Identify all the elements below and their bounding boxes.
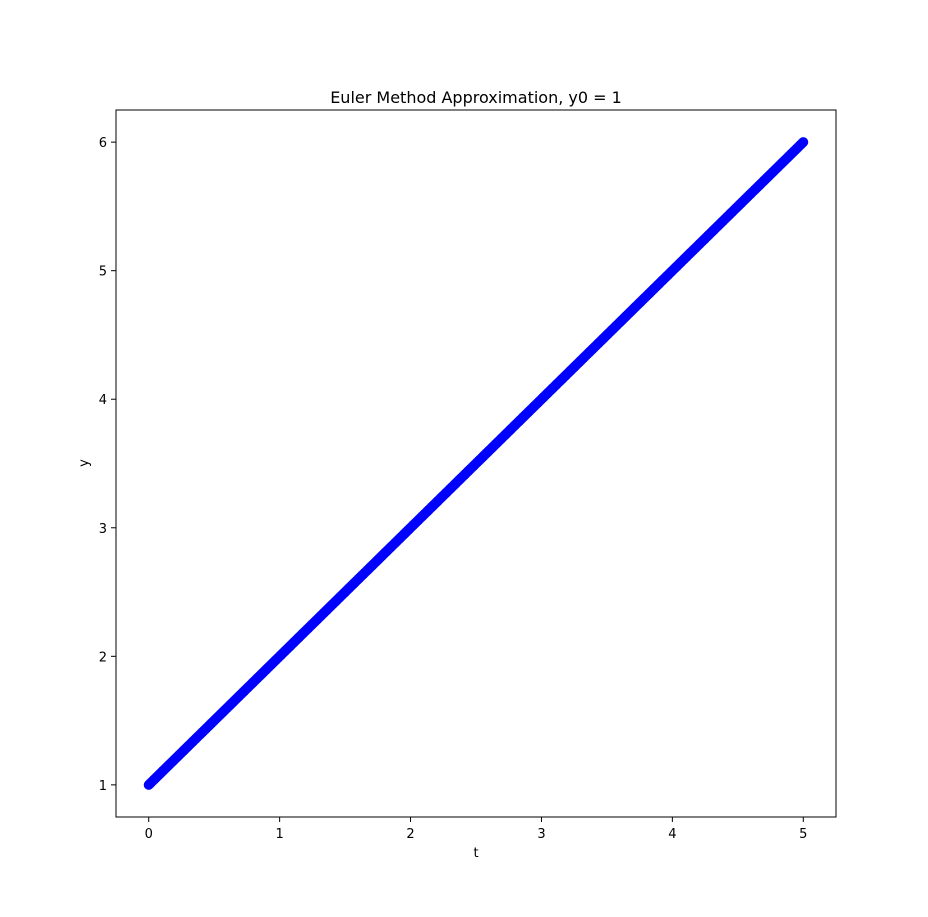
x-tick-label: 1 <box>275 827 283 842</box>
data-point <box>798 137 809 148</box>
x-tick-label: 4 <box>668 827 676 842</box>
plot-area: 0 1 2 3 4 5 1 2 3 4 5 6 <box>99 109 837 842</box>
x-tick-label: 0 <box>145 827 153 842</box>
y-tick-label: 6 <box>99 136 107 151</box>
axes-frame <box>115 109 837 818</box>
series-layer <box>143 137 809 790</box>
x-axis-label: t <box>473 846 478 861</box>
x-tick-label: 3 <box>537 827 545 842</box>
y-tick-label: 2 <box>99 650 107 665</box>
x-tick-label: 2 <box>406 827 414 842</box>
x-axis-ticks: 0 1 2 3 4 5 <box>145 817 807 842</box>
y-axis-label: y <box>77 459 92 467</box>
x-tick-label: 5 <box>799 827 807 842</box>
y-tick-label: 3 <box>99 522 107 537</box>
y-axis-ticks: 1 2 3 4 5 6 <box>99 136 116 794</box>
chart-title: Euler Method Approximation, y0 = 1 <box>330 88 622 107</box>
y-tick-label: 4 <box>99 393 107 408</box>
y-tick-label: 1 <box>99 779 107 794</box>
y-tick-label: 5 <box>99 265 107 280</box>
